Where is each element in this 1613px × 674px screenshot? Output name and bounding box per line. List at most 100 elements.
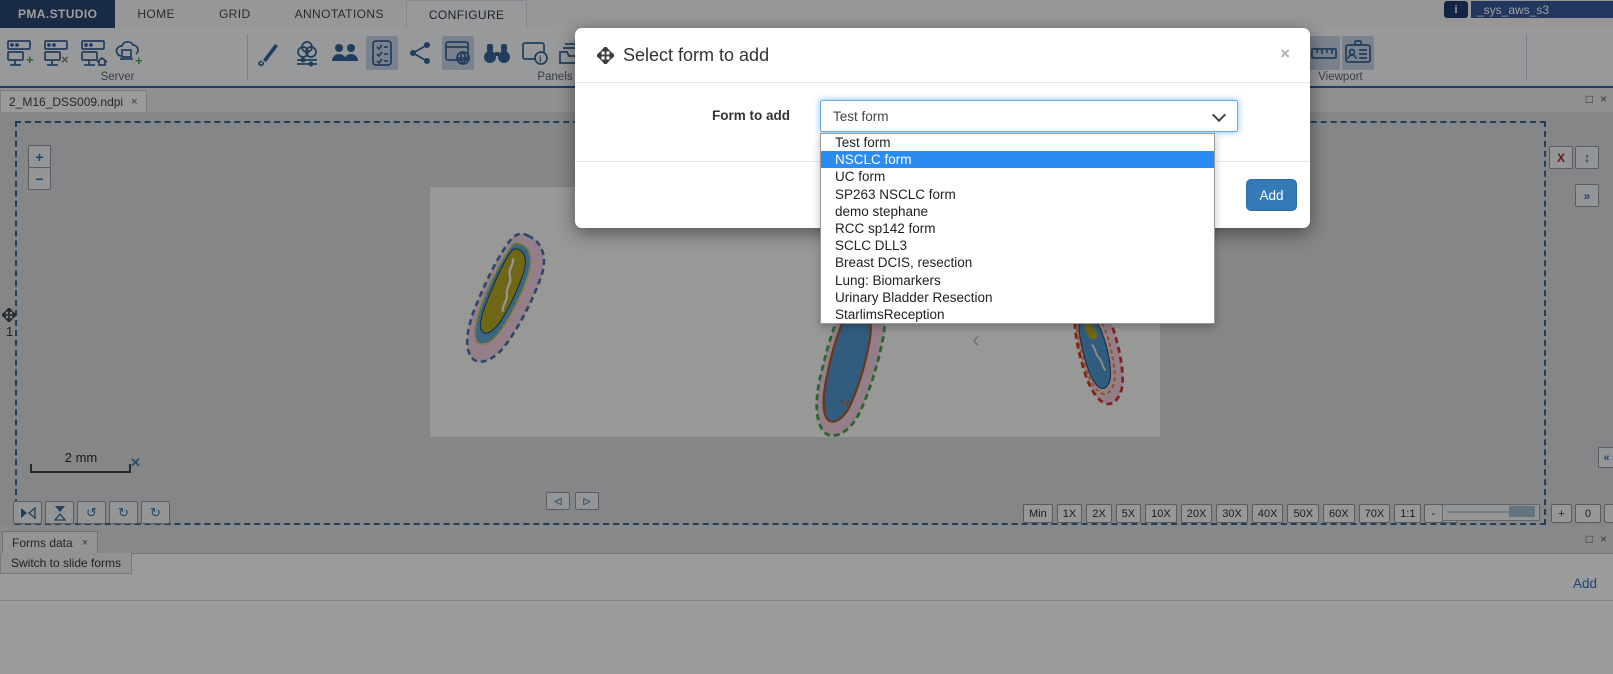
zoom-level-button[interactable]: 30X	[1216, 504, 1248, 523]
binoculars-icon[interactable]	[481, 36, 513, 70]
add-form-link[interactable]: Add	[1572, 576, 1597, 591]
menu-tab[interactable]: HOME	[137, 7, 175, 21]
ruler-icon[interactable]	[1308, 36, 1340, 70]
menu-tab[interactable]: ANNOTATIONS	[294, 7, 384, 21]
form-option[interactable]: StarlimsReception	[835, 306, 945, 322]
zoom-level-button[interactable]: 1X	[1056, 504, 1083, 523]
pane-number-label: 1	[6, 324, 14, 339]
scale-bar-close-icon[interactable]: ✕	[130, 455, 141, 470]
zoom-level-button[interactable]: 2X	[1086, 504, 1112, 523]
form-option[interactable]: Test form	[835, 135, 891, 150]
menu-tabs: PMA.STUDIO HOME GRID ANNOTATIONS CONFIGURE	[0, 0, 528, 28]
form-option[interactable]: SCLC DLL3	[835, 238, 908, 254]
menu-tab[interactable]: GRID	[218, 7, 251, 21]
server-add-icon[interactable]: +	[4, 36, 36, 70]
zoom-level-button[interactable]: 10X	[1145, 504, 1177, 523]
pane-next-button[interactable]: »	[1575, 184, 1599, 207]
form-select[interactable]: Test form	[820, 100, 1238, 132]
zoom-level-button[interactable]: 60X	[1323, 504, 1355, 523]
panel-expand-button[interactable]: «	[1598, 447, 1613, 468]
pane-fit-button[interactable]: ↕	[1575, 146, 1599, 169]
form-option[interactable]: Lung: Biomarkers	[835, 272, 941, 288]
zoom-level-button[interactable]: 40X	[1251, 504, 1284, 523]
forms-data-tab-label: Forms data	[12, 535, 73, 550]
chevron-down-icon	[1211, 107, 1227, 123]
pager-prev-button[interactable]: ◁	[546, 492, 570, 510]
form-select-value: Test form	[833, 108, 889, 124]
rotate-cw-button[interactable]: ↻	[109, 501, 138, 524]
zoom-level-button[interactable]: Min	[1023, 504, 1053, 523]
share-icon[interactable]	[404, 36, 436, 70]
forms-data-tab-close-icon[interactable]: ×	[81, 536, 89, 549]
flip-horizontal-button[interactable]	[13, 501, 42, 524]
session-server-label[interactable]: _sys_aws_s3	[1471, 1, 1613, 18]
annotate-brush-icon[interactable]	[253, 36, 285, 70]
users-icon[interactable]	[329, 36, 361, 70]
zoom-plus-button[interactable]: +	[1551, 504, 1572, 523]
add-button[interactable]: Add	[1246, 179, 1297, 211]
forms-data-panel: Forms data × □ × Switch to slide forms A…	[0, 526, 1613, 674]
maximize-icon[interactable]: □	[1585, 92, 1593, 106]
dialog-header[interactable]: Select form to add ×	[575, 28, 1310, 83]
form-option[interactable]: Breast DCIS, resection	[835, 255, 973, 271]
browser-globe-icon[interactable]	[442, 36, 474, 70]
forms-panel-tab-bar: Forms data × □ ×	[0, 526, 1613, 554]
zoom-value-field[interactable]: 0	[1575, 504, 1601, 523]
svg-text:+: +	[26, 52, 34, 67]
server-remove-icon[interactable]: ×	[41, 36, 73, 70]
flip-vertical-button[interactable]	[45, 501, 74, 524]
rotate-ccw-button[interactable]: ↺	[77, 501, 106, 524]
ribbon-separator	[247, 34, 248, 80]
pane-move-icon[interactable]	[0, 306, 18, 327]
ribbon-group-label-viewport: Viewport	[1318, 71, 1363, 83]
form-option[interactable]: Urinary Bladder Resection	[835, 289, 993, 305]
rotate-reset-button[interactable]: ↻	[141, 501, 170, 524]
zoom-level-button[interactable]: 20X	[1180, 504, 1213, 523]
maximize-icon[interactable]: □	[1585, 532, 1593, 546]
svg-text:i: i	[539, 54, 542, 64]
carousel-prev-icon[interactable]: ‹	[972, 326, 980, 353]
zoom-level-button[interactable]: 5X	[1115, 504, 1142, 523]
form-to-add-label: Form to add	[712, 108, 790, 123]
form-option[interactable]: SP263 NSCLC form	[835, 186, 956, 202]
menu-tab[interactable]: PMA.STUDIO	[0, 0, 116, 28]
close-icon[interactable]: ×	[1599, 92, 1607, 106]
form-option[interactable]: NSCLC form	[821, 151, 1214, 169]
move-icon	[597, 46, 614, 64]
zoom-slider[interactable]	[1442, 504, 1540, 521]
document-tab-close-icon[interactable]: ×	[131, 96, 138, 108]
pager-next-button[interactable]: ▷	[575, 492, 599, 510]
server-home-icon[interactable]	[78, 36, 110, 70]
zoom-out-button[interactable]: −	[28, 167, 51, 190]
zoom-level-button[interactable]: 1:1	[1394, 504, 1422, 523]
close-icon[interactable]: ×	[1599, 532, 1607, 546]
forms-icon[interactable]	[366, 36, 398, 70]
form-option[interactable]: UC form	[835, 169, 886, 185]
panel-info-icon[interactable]: i	[519, 36, 551, 70]
doc-window-controls: □ ×	[1586, 92, 1607, 106]
menu-tab[interactable]: CONFIGURE	[405, 0, 528, 28]
zoom-level-button[interactable]: 50X	[1287, 504, 1320, 523]
slide-pager: ◁ ▷	[546, 492, 599, 510]
tissue-section-1	[465, 232, 546, 364]
id-badge-icon[interactable]	[1342, 36, 1374, 70]
info-icon[interactable]: i	[1444, 1, 1468, 18]
zoom-slider-handle[interactable]	[1509, 506, 1535, 517]
session-area: i _sys_aws_s3	[1444, 1, 1613, 18]
forms-data-tab[interactable]: Forms data ×	[2, 531, 99, 553]
dialog-close-icon[interactable]: ×	[1280, 44, 1290, 63]
form-option[interactable]: demo stephane	[835, 203, 929, 219]
pane-close-button[interactable]: X	[1549, 146, 1573, 169]
document-tab[interactable]: 2_M16_DSS009.ndpi ×	[0, 90, 147, 113]
color-adjust-icon[interactable]	[291, 36, 323, 70]
zoom-level-button[interactable]: 70X	[1358, 504, 1391, 523]
switch-to-slide-forms-button[interactable]: Switch to slide forms	[0, 553, 133, 574]
zoom-close-button[interactable]: X	[1604, 504, 1613, 523]
panel-window-controls: □ ×	[1586, 532, 1607, 546]
zoom-in-button[interactable]: +	[28, 145, 51, 168]
form-option[interactable]: RCC sp142 form	[835, 220, 936, 236]
form-select-dropdown: Test form NSCLC form UC form SP263 NSCLC fo…	[820, 133, 1215, 325]
ribbon-group-label-server: Server	[100, 71, 135, 83]
cloud-add-icon[interactable]: +	[113, 36, 145, 70]
